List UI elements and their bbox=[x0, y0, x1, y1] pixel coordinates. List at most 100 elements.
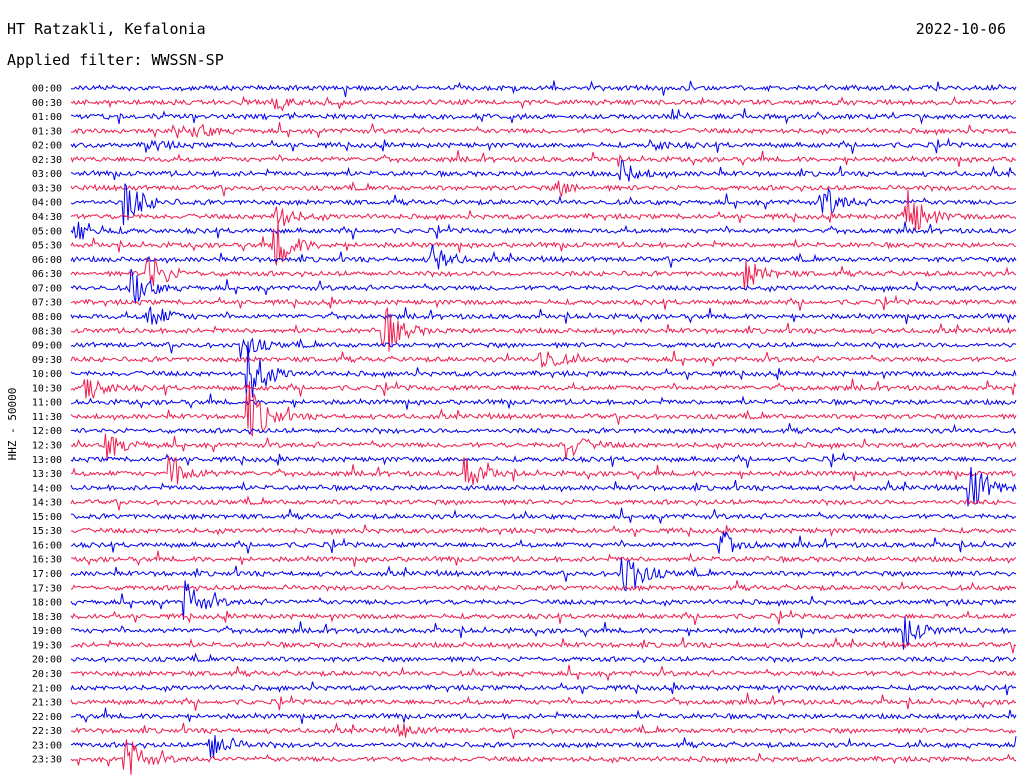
row-time-label: 23:30 bbox=[32, 755, 62, 766]
seismic-trace-row bbox=[70, 550, 1017, 567]
row-time-label: 13:30 bbox=[32, 469, 62, 480]
seismic-trace-row bbox=[70, 350, 1017, 368]
seismic-trace-row bbox=[70, 466, 1017, 507]
seismic-trace-row bbox=[70, 150, 1016, 167]
row-time-label: 21:00 bbox=[32, 683, 62, 694]
trace-group bbox=[70, 80, 1017, 775]
row-time-label: 04:00 bbox=[32, 198, 62, 209]
seismic-trace-row bbox=[70, 557, 1017, 592]
row-time-label: 17:30 bbox=[32, 583, 62, 594]
seismic-trace-row bbox=[70, 507, 1017, 524]
row-time-label: 15:00 bbox=[32, 512, 62, 523]
seismic-trace-row bbox=[70, 244, 1017, 270]
row-time-label: 11:30 bbox=[32, 412, 62, 423]
row-time-label: 14:00 bbox=[32, 483, 62, 494]
row-time-label: 09:00 bbox=[32, 341, 62, 352]
seismic-trace-row bbox=[70, 294, 1017, 311]
row-time-label: 16:00 bbox=[32, 541, 62, 552]
seismic-trace-row bbox=[70, 80, 1017, 98]
row-time-label: 18:00 bbox=[32, 598, 62, 609]
row-time-label: 23:00 bbox=[32, 740, 62, 751]
seismic-trace-row bbox=[70, 423, 1017, 435]
row-time-label: 01:30 bbox=[32, 126, 62, 137]
seismic-trace-row bbox=[70, 180, 1017, 197]
seismic-trace-row bbox=[70, 160, 1017, 182]
seismic-trace-row bbox=[70, 189, 1017, 231]
row-time-label: 19:00 bbox=[32, 626, 62, 637]
seismic-trace-row bbox=[70, 495, 1017, 511]
time-label-group: 00:00 00:30 01:00 01:30 02:00 02:30 03:00 03:30… bbox=[32, 84, 62, 766]
seismic-trace-row bbox=[71, 455, 1017, 485]
seismic-trace-row bbox=[70, 652, 1017, 664]
row-time-label: 12:30 bbox=[32, 441, 62, 452]
seismic-trace-row bbox=[70, 137, 1017, 154]
row-time-label: 10:00 bbox=[32, 369, 62, 380]
row-time-label: 06:00 bbox=[32, 255, 62, 266]
seismic-trace-row bbox=[70, 393, 1017, 410]
row-time-label: 00:30 bbox=[32, 98, 62, 109]
seismic-trace-row bbox=[70, 531, 1017, 554]
seismic-trace-row bbox=[70, 268, 1017, 304]
y-axis-label: HHZ - 50000 bbox=[6, 388, 19, 461]
seismic-trace-row bbox=[71, 108, 1017, 125]
seismic-trace-row bbox=[70, 616, 1017, 650]
seismic-trace-row bbox=[70, 95, 1017, 112]
seismic-trace-row bbox=[70, 681, 1017, 696]
seismic-trace-row bbox=[70, 433, 1017, 461]
row-time-label: 21:30 bbox=[32, 698, 62, 709]
seismic-trace-row bbox=[70, 337, 1017, 359]
seismic-trace-row bbox=[70, 739, 1017, 775]
row-time-label: 03:00 bbox=[32, 169, 62, 180]
row-time-label: 07:30 bbox=[32, 298, 62, 309]
seismic-trace-row bbox=[70, 722, 1017, 740]
row-time-label: 15:30 bbox=[32, 526, 62, 537]
row-time-label: 09:30 bbox=[32, 355, 62, 366]
row-time-label: 13:00 bbox=[32, 455, 62, 466]
row-time-label: 02:30 bbox=[32, 155, 62, 166]
seismic-trace-row bbox=[70, 381, 1017, 437]
date-label: 2022-10-06 bbox=[915, 20, 1006, 38]
row-time-label: 19:30 bbox=[32, 640, 62, 651]
row-time-label: 16:30 bbox=[32, 555, 62, 566]
seismic-trace-row bbox=[70, 636, 1017, 654]
seismic-trace-row bbox=[70, 451, 1017, 468]
filter-label: Applied filter: WWSSN-SP bbox=[7, 51, 224, 69]
seismic-trace-row bbox=[70, 664, 1017, 681]
seismic-trace-row bbox=[70, 735, 1017, 759]
seismic-trace-row bbox=[70, 341, 1017, 398]
row-time-label: 06:30 bbox=[32, 269, 62, 280]
seismic-trace-row bbox=[70, 378, 1017, 399]
row-time-label: 00:00 bbox=[32, 84, 62, 95]
seismic-trace-row bbox=[70, 580, 1017, 592]
row-time-label: 18:30 bbox=[32, 612, 62, 623]
row-time-label: 08:30 bbox=[32, 326, 62, 337]
seismic-trace-row bbox=[70, 256, 1016, 290]
row-time-label: 05:00 bbox=[32, 226, 62, 237]
seismic-trace-row bbox=[70, 608, 1017, 626]
row-time-label: 02:00 bbox=[32, 141, 62, 152]
row-time-label: 11:00 bbox=[32, 398, 62, 409]
row-time-label: 22:00 bbox=[32, 712, 62, 723]
seismic-trace-row bbox=[70, 183, 1017, 226]
row-time-label: 03:30 bbox=[32, 184, 62, 195]
row-time-label: 14:30 bbox=[32, 498, 62, 509]
seismic-trace-row bbox=[71, 707, 1017, 724]
row-time-label: 05:30 bbox=[32, 241, 62, 252]
row-time-label: 20:00 bbox=[32, 655, 62, 666]
seismic-trace-row bbox=[70, 306, 1017, 352]
seismic-trace-row bbox=[70, 580, 1017, 620]
station-title: HT Ratzakli, Kefalonia bbox=[7, 20, 206, 38]
seismic-trace-row bbox=[70, 220, 1017, 266]
row-time-label: 17:00 bbox=[32, 569, 62, 580]
seismic-trace-row bbox=[70, 692, 1017, 711]
row-time-label: 10:30 bbox=[32, 383, 62, 394]
seismic-trace-row bbox=[70, 122, 1017, 139]
row-time-label: 08:00 bbox=[32, 312, 62, 323]
row-time-label: 07:00 bbox=[32, 283, 62, 294]
row-time-label: 22:30 bbox=[32, 726, 62, 737]
row-time-label: 01:00 bbox=[32, 112, 62, 123]
seismic-trace-row bbox=[70, 306, 1017, 325]
seismic-trace-row bbox=[70, 221, 1017, 240]
row-time-label: 12:00 bbox=[32, 426, 62, 437]
